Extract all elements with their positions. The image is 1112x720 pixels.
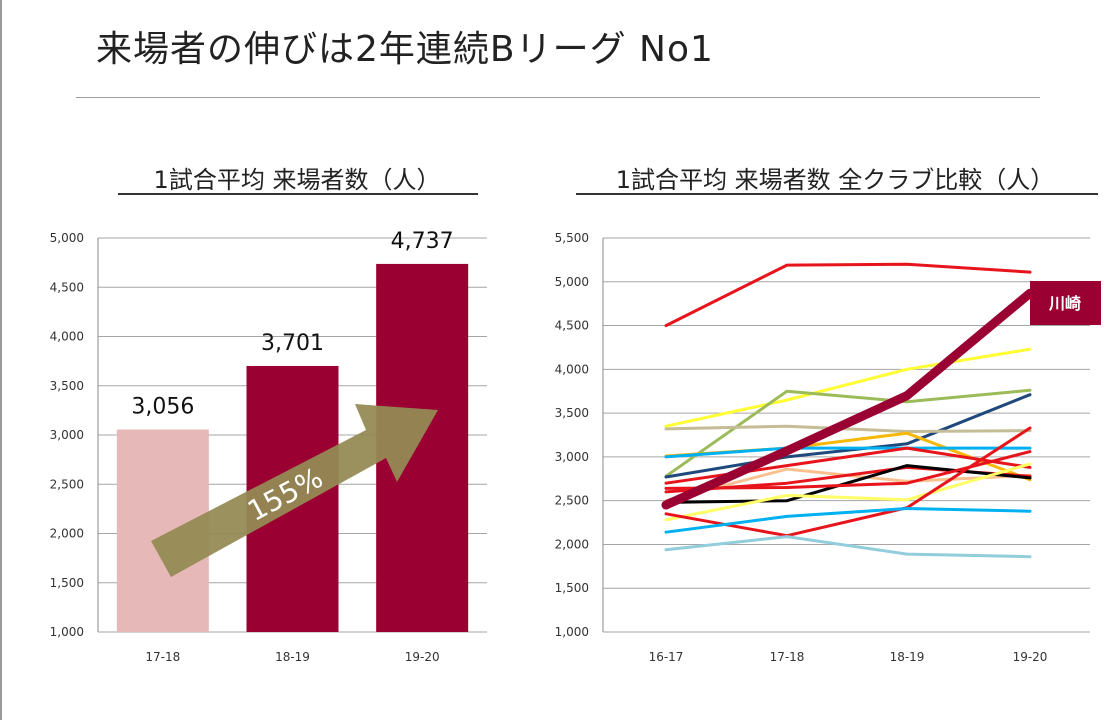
series-line bbox=[664, 507, 1032, 534]
bar-x-tick-label: 18-19 bbox=[275, 650, 310, 664]
series-line bbox=[664, 446, 1032, 459]
line-y-tick-label: 5,500 bbox=[555, 231, 589, 245]
highlight-tag-box bbox=[1030, 281, 1101, 325]
bar-chart-labels: 3,056 3,701 4,737 bbox=[131, 229, 453, 420]
series-line bbox=[664, 424, 1032, 433]
highlight-tag: 川崎 bbox=[1030, 281, 1101, 325]
bar-y-tick-label: 5,000 bbox=[50, 231, 84, 245]
bar-chart-title-underline bbox=[118, 193, 478, 195]
line-y-tick-label: 1,500 bbox=[555, 581, 589, 595]
series-line bbox=[664, 347, 1032, 428]
bar-y-tick-label: 3,500 bbox=[50, 379, 84, 393]
bar-y-tick-label: 4,000 bbox=[50, 330, 84, 344]
series-line bbox=[664, 388, 1032, 478]
line-y-tick-label: 4,500 bbox=[555, 319, 589, 333]
line-x-tick-label: 17-18 bbox=[770, 650, 805, 664]
line-chart-title-underline bbox=[576, 193, 1098, 195]
line-y-tick-label: 1,000 bbox=[555, 625, 589, 639]
bar-y-tick-label: 4,500 bbox=[50, 280, 84, 294]
bar-y-tick-label: 2,000 bbox=[50, 527, 84, 541]
line-y-tick-label: 5,000 bbox=[555, 275, 589, 289]
series-line bbox=[664, 262, 1032, 328]
series-line bbox=[664, 450, 1032, 490]
bar-value-label: 4,737 bbox=[391, 229, 454, 254]
line-y-tick-label: 2,000 bbox=[555, 537, 589, 551]
line-chart-series bbox=[661, 262, 1035, 559]
series-line bbox=[664, 462, 1032, 522]
title-divider bbox=[76, 97, 1040, 98]
line-x-tick-label: 19-20 bbox=[1013, 650, 1048, 664]
highlight-series-line bbox=[661, 288, 1035, 510]
series-line bbox=[664, 535, 1032, 559]
series-line bbox=[664, 464, 1032, 504]
page-title: 来場者の伸びは2年連続Bリーグ No1 bbox=[96, 29, 714, 70]
line-chart-title: 1試合平均 来場者数 全クラブ比較（人） bbox=[615, 166, 1055, 194]
bar-y-tick-label: 2,500 bbox=[50, 477, 84, 491]
line-y-tick-label: 2,500 bbox=[555, 494, 589, 508]
bar-y-tick-label: 1,000 bbox=[50, 625, 84, 639]
bar-value-label: 3,056 bbox=[131, 394, 194, 419]
line-y-tick-label: 3,000 bbox=[555, 450, 589, 464]
slide-border bbox=[0, 0, 2, 720]
series-line bbox=[664, 393, 1032, 479]
line-y-tick-label: 3,500 bbox=[555, 406, 589, 420]
bar-x-tick-label: 19-20 bbox=[405, 650, 440, 664]
line-x-tick-label: 18-19 bbox=[890, 650, 925, 664]
growth-arrow-shape bbox=[151, 404, 438, 577]
bar-y-tick-label: 1,500 bbox=[50, 576, 84, 590]
bar-y-tick-label: 3,000 bbox=[50, 428, 84, 442]
bar-x-tick-label: 17-18 bbox=[145, 650, 180, 664]
bar-chart-title: 1試合平均 来場者数（人） bbox=[153, 166, 441, 194]
bar-value-label: 3,701 bbox=[261, 331, 324, 356]
highlight-tag-label: 川崎 bbox=[1048, 294, 1081, 313]
line-x-tick-label: 16-17 bbox=[649, 650, 684, 664]
line-y-tick-label: 4,000 bbox=[555, 362, 589, 376]
